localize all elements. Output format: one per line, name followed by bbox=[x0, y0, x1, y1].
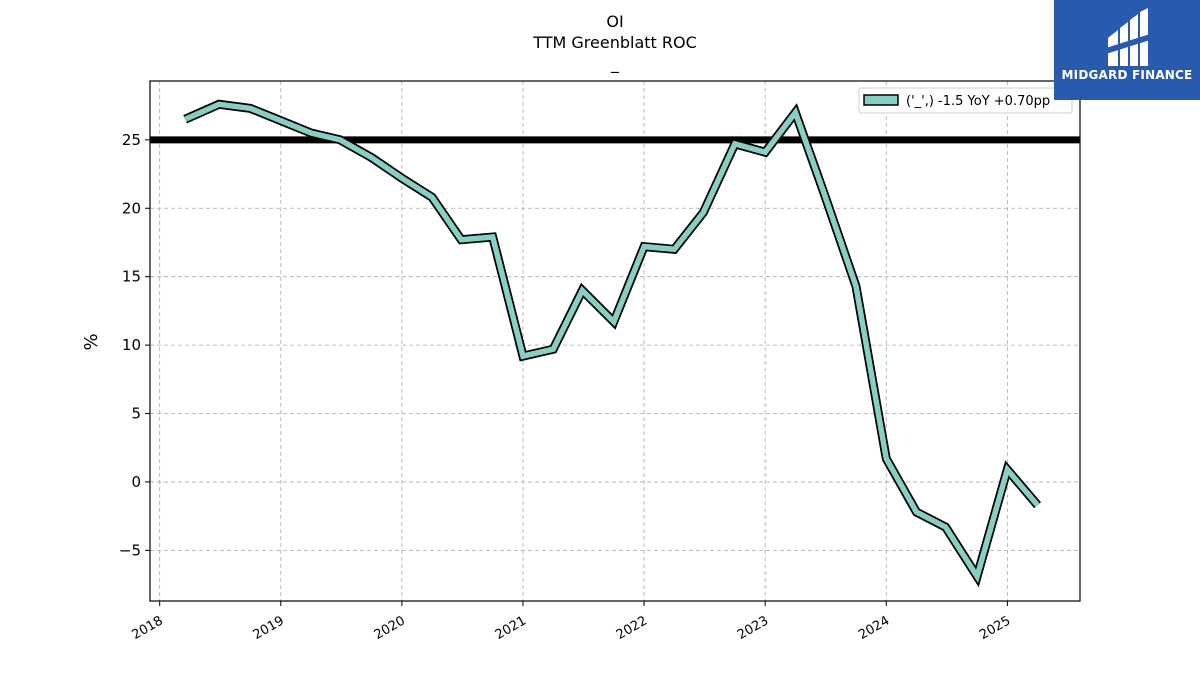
y-tick-label: 5 bbox=[131, 405, 141, 423]
midgard-logo-icon bbox=[1106, 8, 1150, 66]
y-tick-label: 25 bbox=[122, 131, 141, 149]
x-tick-label: 2024 bbox=[856, 613, 892, 643]
x-tick-label: 2021 bbox=[493, 613, 529, 643]
chart-title: OI bbox=[606, 12, 623, 31]
x-tick-label: 2019 bbox=[251, 613, 287, 643]
x-tick-label: 2023 bbox=[735, 613, 771, 643]
y-tick-label: 15 bbox=[122, 268, 141, 286]
chart-subtitle: TTM Greenblatt ROC bbox=[532, 33, 697, 52]
series-layer bbox=[183, 99, 1042, 588]
x-tick-label: 2018 bbox=[130, 613, 166, 643]
y-tick-label: 0 bbox=[131, 473, 141, 491]
x-axis: 2018 2019 2020 2021 2022 2023 2024 2025 bbox=[130, 601, 1013, 643]
series-line bbox=[183, 101, 1040, 584]
plot-frame bbox=[149, 80, 1081, 602]
legend-entry-label: ('_',) -1.5 YoY +0.70pp bbox=[906, 94, 1050, 109]
x-tick-label: 2022 bbox=[614, 613, 650, 643]
x-tick-label: 2025 bbox=[977, 613, 1013, 643]
legend[interactable]: ('_',) -1.5 YoY +0.70pp bbox=[858, 87, 1073, 114]
brand-logo: MIDGARD FINANCE bbox=[1054, 0, 1200, 100]
y-axis-label: % bbox=[81, 333, 102, 350]
chart-titles: OI TTM Greenblatt ROC _ bbox=[532, 12, 697, 74]
chart-subtitle-2: _ bbox=[610, 54, 620, 74]
legend-swatch bbox=[863, 94, 899, 106]
legend-box bbox=[858, 87, 1073, 114]
y-tick-label: −5 bbox=[119, 541, 141, 559]
x-tick-label: 2020 bbox=[372, 613, 408, 643]
brand-name: MIDGARD FINANCE bbox=[1061, 68, 1193, 82]
y-tick-label: 20 bbox=[122, 199, 141, 217]
y-axis: −5 0 5 10 15 20 25 bbox=[119, 131, 150, 559]
y-tick-label: 10 bbox=[122, 336, 141, 354]
